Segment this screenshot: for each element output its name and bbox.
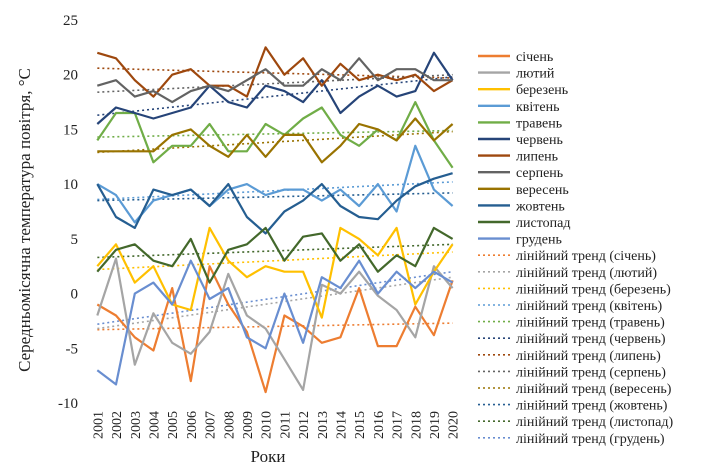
series-line <box>96 51 454 125</box>
legend-item-label: грудень <box>516 233 562 248</box>
legend-item-label: січень <box>516 50 553 65</box>
trend-line <box>97 251 453 271</box>
series-line <box>96 265 454 394</box>
legend-item-label: серпень <box>516 166 563 181</box>
legend-item-label: лінійний тренд (березень) <box>516 282 671 297</box>
legend-item-label: лінійний тренд (вересень) <box>516 382 672 397</box>
x-tick-label: 2017 <box>391 411 406 439</box>
y-tick-label: -10 <box>58 396 78 412</box>
y-tick-label: 10 <box>63 177 78 193</box>
series-line <box>96 226 454 284</box>
legend-item-label: лінійний тренд (серпень) <box>516 365 666 380</box>
legend-item-label: лінійний тренд (грудень) <box>516 432 665 447</box>
trend-line <box>97 181 453 201</box>
legend-item-label: жовтень <box>515 199 565 214</box>
series-line <box>96 57 453 104</box>
x-axis-label: Роки <box>251 447 286 466</box>
series-line <box>97 117 454 164</box>
trend-line <box>97 270 453 326</box>
x-tick-label: 2015 <box>353 411 368 439</box>
series-line <box>96 259 454 386</box>
x-tick-label: 2019 <box>428 411 443 439</box>
y-axis: -10 -5 0 5 10 15 20 25 <box>58 13 78 412</box>
legend-item-label: червень <box>516 133 563 148</box>
x-tick-label: 2007 <box>204 411 219 439</box>
y-tick-label: -5 <box>66 341 79 357</box>
y-tick-label: 15 <box>63 122 78 138</box>
x-tick-label: 2006 <box>185 411 200 439</box>
x-tick-label: 2014 <box>334 411 349 439</box>
series-line <box>96 257 454 391</box>
series-line <box>96 226 454 319</box>
trend-line <box>97 130 453 154</box>
x-tick-label: 2009 <box>241 411 256 439</box>
legend-item-label: липень <box>516 150 558 165</box>
legend-item-label: березень <box>516 83 568 98</box>
legend-item-label: лінійний тренд (червень) <box>516 332 666 347</box>
legend-item-label: лінійний тренд (липень) <box>516 349 661 364</box>
trend-line <box>97 67 453 79</box>
legend-item-label: лінійний тренд (жовтень) <box>516 399 668 414</box>
x-tick-label: 2002 <box>110 411 125 439</box>
series-line <box>96 172 453 235</box>
y-tick-label: 0 <box>71 287 79 303</box>
x-tick-label: 2008 <box>222 411 237 439</box>
legend-item-label: лінійний тренд (лютий) <box>516 266 657 281</box>
y-tick-label: 25 <box>63 13 78 29</box>
trend-line <box>97 192 453 202</box>
x-axis: 2001 2002 2003 2004 2005 2006 2007 2008 2009 2010… <box>91 411 461 439</box>
y-tick-label: 20 <box>63 68 78 84</box>
y-tick-label: 5 <box>71 232 79 248</box>
legend-item-label: листопад <box>516 216 570 231</box>
x-tick-label: 2005 <box>166 411 181 439</box>
trend-line <box>97 73 453 94</box>
trend-line <box>97 322 453 331</box>
legend-item-label: лінійний тренд (січень) <box>516 249 656 264</box>
x-tick-label: 2011 <box>278 411 293 438</box>
x-tick-label: 2010 <box>260 411 275 439</box>
legend-item-label: вересень <box>516 183 569 198</box>
x-tick-label: 2012 <box>297 411 312 439</box>
x-tick-label: 2004 <box>147 411 162 439</box>
x-tick-label: 2018 <box>409 411 424 439</box>
legend-item-label: квітень <box>516 100 560 115</box>
legend-item-label: травень <box>516 116 562 131</box>
x-tick-label: 2016 <box>372 411 387 439</box>
y-axis-label: Середньомісячна температура повітря, °С <box>15 68 34 372</box>
x-tick-label: 2013 <box>316 411 331 439</box>
x-tick-label: 2020 <box>447 411 462 439</box>
x-tick-label: 2003 <box>129 411 144 439</box>
legend-item-label: лінійний тренд (травень) <box>516 316 665 331</box>
trend-line <box>97 243 453 259</box>
legend-item-label: лінійний тренд (листопад) <box>516 415 673 430</box>
legend-item-label: лютий <box>516 67 555 82</box>
series-line <box>96 144 454 224</box>
x-tick-label: 2001 <box>91 411 106 439</box>
plot-area <box>96 46 454 394</box>
legend-item-label: лінійний тренд (квітень) <box>516 299 663 314</box>
series-line <box>96 100 454 169</box>
trend-line <box>97 129 453 138</box>
